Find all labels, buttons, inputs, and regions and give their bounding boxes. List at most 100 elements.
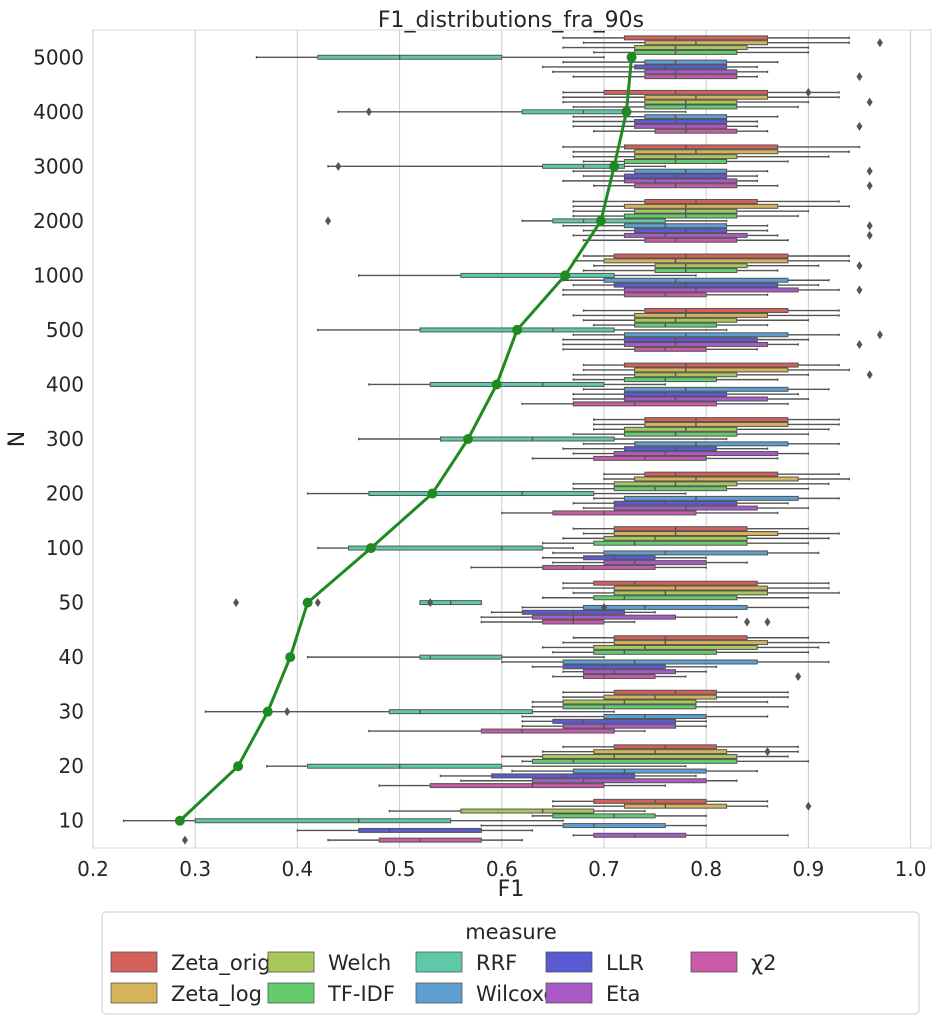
box-rect <box>593 832 687 838</box>
box-Wilcoxon-200 <box>593 495 840 501</box>
box-χ2-10 <box>327 837 523 843</box>
box-Welch-4000 <box>562 99 810 105</box>
box-rect <box>562 704 697 710</box>
y-tick-label: 30 <box>59 700 84 724</box>
box-Wilcoxon-300 <box>582 441 840 447</box>
box-LLR-20 <box>439 773 697 779</box>
box-rect <box>531 758 738 764</box>
box-rect <box>593 649 717 655</box>
box-TF-IDF-500 <box>593 322 769 328</box>
box-rect <box>613 253 789 259</box>
box-rect <box>562 659 758 665</box>
box-rect <box>613 451 779 457</box>
box-rect <box>623 362 799 368</box>
box-LLR-400 <box>572 391 799 397</box>
box-rect <box>613 486 728 492</box>
box-rect <box>623 446 717 452</box>
box-Zeta_orig-40 <box>572 635 810 641</box>
box-Zeta_orig-4000 <box>562 89 840 95</box>
outlier-marker <box>866 97 873 107</box>
box-Wilcoxon-3000 <box>572 168 769 174</box>
box-rect <box>460 272 615 278</box>
box-rect <box>552 718 677 724</box>
box-rect <box>368 491 595 497</box>
box-rect <box>634 64 728 70</box>
box-rect <box>562 699 697 705</box>
box-Wilcoxon-500 <box>572 332 840 338</box>
box-rect <box>623 144 779 150</box>
box-χ2-3000 <box>593 183 779 189</box>
legend-item-Eta: Eta <box>545 982 640 1006</box>
box-rect <box>552 218 666 224</box>
legend-item-Zeta_log: Zeta_log <box>110 982 262 1007</box>
box-χ2-200 <box>501 510 779 516</box>
box-rect <box>583 604 748 610</box>
box-RRF-3000 <box>327 163 666 169</box>
box-TF-IDF-300 <box>572 431 810 437</box>
box-LLR-10 <box>296 827 534 833</box>
box-rect <box>623 232 748 238</box>
box-rect <box>194 818 452 824</box>
box-rect <box>634 149 779 155</box>
outlier-marker <box>805 87 812 97</box>
box-Zeta_log-300 <box>593 421 840 427</box>
legend-swatch <box>545 951 593 973</box>
box-rect <box>623 391 728 397</box>
box-rect <box>552 510 697 516</box>
box-Wilcoxon-10 <box>480 823 707 829</box>
y-tick-label: 40 <box>59 645 84 669</box>
box-rect <box>623 377 717 383</box>
box-Zeta_log-2000 <box>572 203 850 209</box>
median-trend-point <box>233 761 244 772</box>
box-rect <box>388 709 533 715</box>
legend-item-Zeta_orig: Zeta_orig <box>110 951 271 976</box>
box-Wilcoxon-400 <box>582 386 830 392</box>
box-RRF-1000 <box>358 272 697 278</box>
outlier-marker <box>876 330 883 340</box>
box-rect <box>531 778 707 784</box>
box-LLR-1000 <box>572 282 820 288</box>
box-Eta-2000 <box>572 232 779 238</box>
x-tick-label: 0.2 <box>77 857 109 881</box>
outlier-marker <box>427 598 434 608</box>
box-Zeta_log-30 <box>562 694 789 700</box>
box-rect <box>613 526 748 532</box>
box-χ2-30 <box>368 728 646 734</box>
box-χ2-4000 <box>593 128 769 134</box>
box-Eta-40 <box>562 669 707 675</box>
y-tick-label: 300 <box>46 427 84 451</box>
box-rect <box>307 763 503 769</box>
x-tick-label: 0.9 <box>792 857 824 881</box>
outlier-marker <box>876 38 883 48</box>
box-rect <box>634 183 738 189</box>
box-rect <box>593 580 758 586</box>
box-LLR-30 <box>521 718 707 724</box>
legend-swatch <box>690 951 738 973</box>
tick-labels: 0.2 0.3 0.4 0.5 0.6 0.7 0.8 0.9 1.0 5000 4000 3000 2… <box>33 45 926 881</box>
y-tick-label: 50 <box>59 591 84 615</box>
x-tick-label: 1.0 <box>895 857 927 881</box>
box-Eta-3000 <box>562 178 758 184</box>
outlier-marker <box>764 747 771 757</box>
box-rect <box>613 590 768 596</box>
outlier-marker <box>314 598 321 608</box>
box-LLR-100 <box>541 555 707 561</box>
median-trend-point <box>621 106 632 117</box>
box-rect <box>623 203 779 209</box>
box-χ2-500 <box>562 346 758 352</box>
box-Zeta_orig-30 <box>562 689 789 695</box>
box-rect <box>634 154 738 160</box>
box-rect <box>644 94 768 100</box>
box-Welch-50 <box>572 590 840 596</box>
median-trend-point <box>512 324 523 335</box>
box-rect <box>562 723 677 729</box>
box-rect <box>644 104 738 110</box>
median-trend-point <box>609 161 620 172</box>
box-LLR-200 <box>572 500 789 506</box>
box-Welch-1000 <box>593 263 820 269</box>
box-rect <box>623 223 728 229</box>
legend-label: Welch <box>328 951 391 975</box>
outlier-marker <box>744 617 751 627</box>
box-rect <box>634 228 728 234</box>
box-Zeta_log-200 <box>603 476 850 482</box>
